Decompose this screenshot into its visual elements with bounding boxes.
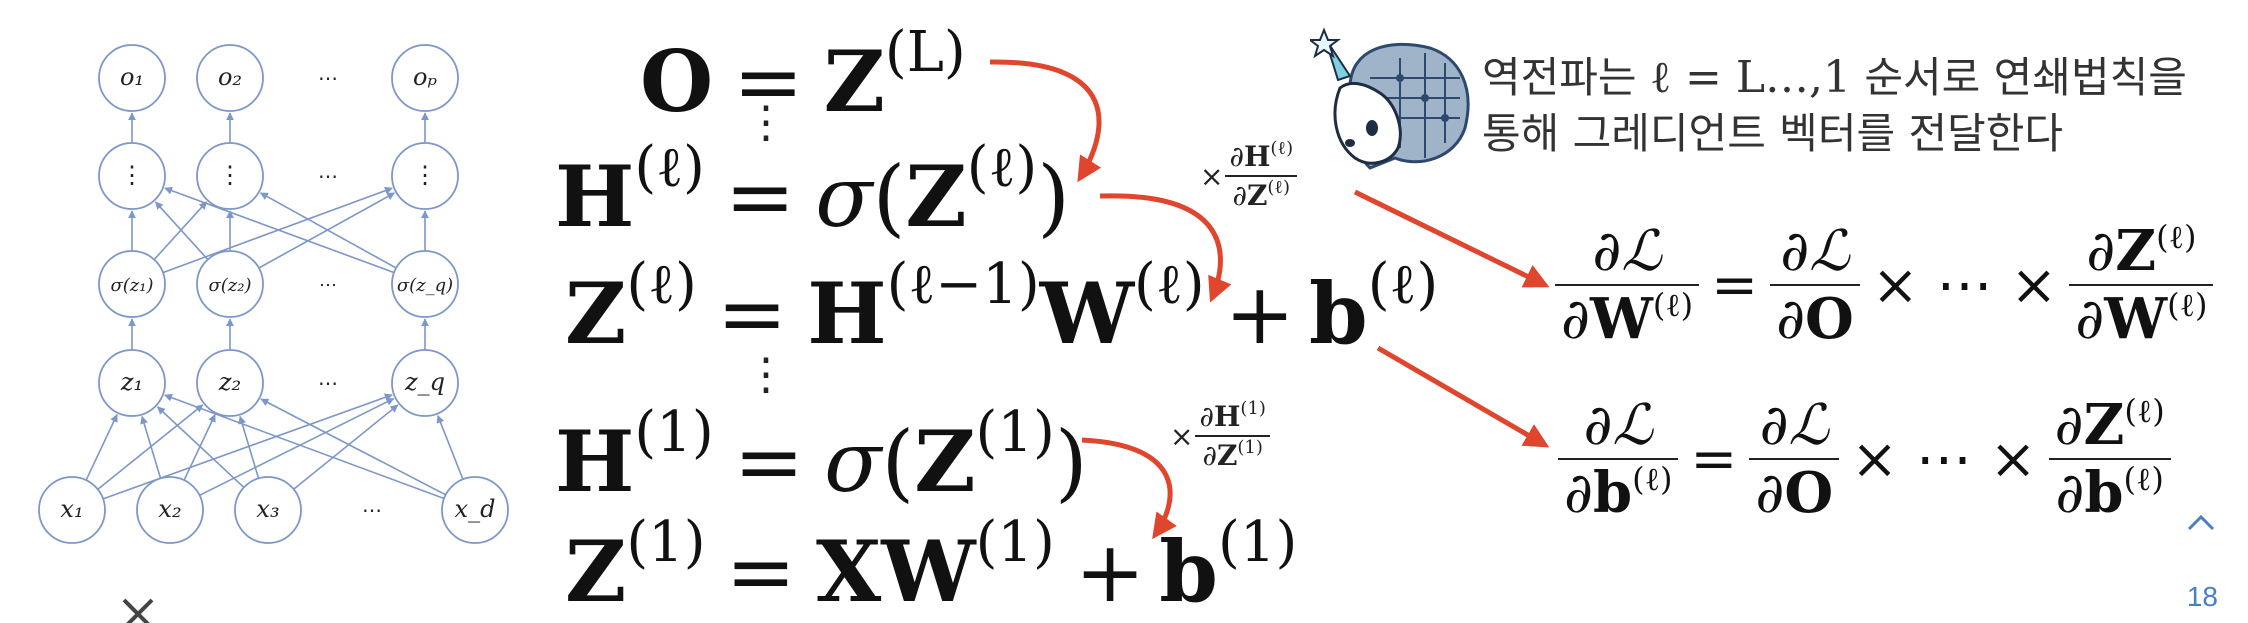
- factor-dh-dz-1: × ∂H(1) ∂Z(1): [1170, 400, 1270, 472]
- equation-preactivation: Z(ℓ) = H(ℓ−1)W(ℓ) + b(ℓ): [565, 252, 1439, 363]
- edge-input-preact: [140, 415, 162, 479]
- edge-input-preact: [183, 413, 216, 481]
- input-node-label: x_d: [455, 495, 496, 523]
- equation-first-hidden: H(1) = σ(Z(1)): [555, 400, 1088, 511]
- output-node-label: ⋯: [318, 66, 338, 90]
- hidden-node-label: ⋮: [120, 161, 144, 189]
- chevron-up-icon[interactable]: [2186, 512, 2216, 532]
- equation-output: O = Z(L): [640, 20, 966, 131]
- edge-activation-hidden: [153, 201, 208, 261]
- edge-activation-hidden: [164, 186, 395, 274]
- input-node-circle: [234, 476, 302, 544]
- output-node-circle: [196, 44, 264, 112]
- hidden-node-label: ⋮: [413, 161, 437, 189]
- edge-input-preact: [238, 415, 260, 479]
- preactivation-node-label: z₁: [120, 368, 143, 396]
- input-node-circle: [441, 476, 509, 544]
- eq-output-lhs: O: [640, 32, 714, 131]
- edge-input-preact: [436, 414, 464, 480]
- preactivation-node-label: z₂: [218, 368, 241, 396]
- activation-node-label: ⋯: [319, 275, 337, 296]
- activation-node-circle: [98, 250, 166, 318]
- edge-activation-hidden: [258, 192, 396, 269]
- activation-node-circle: [196, 250, 264, 318]
- preactivation-node-label: ⋯: [318, 371, 338, 395]
- edge-input-preact: [164, 393, 445, 500]
- page-number: 18: [2186, 581, 2218, 612]
- vdots-lower: ⋮: [744, 349, 788, 400]
- unicorn-mascot-icon: [1310, 27, 1470, 170]
- hidden-node-circle: [98, 142, 166, 210]
- input-node-circle: [136, 476, 204, 544]
- hidden-node-circle: [391, 142, 459, 210]
- input-node-label: x₁: [60, 495, 83, 523]
- output-node-label: o₁: [120, 63, 144, 91]
- preactivation-node-circle: [391, 349, 459, 417]
- output-node-label: oₚ: [413, 63, 437, 91]
- edge-input-preact: [97, 404, 204, 490]
- preactivation-node-circle: [98, 349, 166, 417]
- activation-node-label: σ(z_q): [397, 275, 453, 296]
- activation-node-circle: [391, 250, 459, 318]
- activation-node-label: σ(z₁): [110, 275, 153, 296]
- activation-node-label: σ(z₂): [208, 275, 251, 296]
- factor-dh-dz-l: × ∂H(ℓ) ∂Z(ℓ): [1200, 140, 1298, 212]
- hidden-node-circle: [196, 142, 264, 210]
- hidden-node-label: ⋯: [318, 164, 338, 188]
- edge-input-preact: [156, 406, 245, 489]
- vdots-upper: ⋮: [744, 97, 788, 148]
- gradient-weight-equation: ∂ℒ ∂W(ℓ) = ∂ℒ ∂O × ⋯ × ∂Z(ℓ) ∂W(ℓ): [1555, 218, 2214, 352]
- edge-activation-hidden: [154, 201, 209, 261]
- arrow-first-hidden-to-preact: [1081, 437, 1177, 540]
- close-icon[interactable]: [118, 596, 158, 623]
- input-node-circle: [38, 476, 106, 544]
- preactivation-node-circle: [196, 349, 264, 417]
- hidden-node-label: ⋮: [218, 161, 242, 189]
- equation-hidden-layer: H(ℓ) = σ(Z(ℓ)): [555, 135, 1071, 246]
- input-node-label: ⋯: [362, 498, 382, 522]
- edge-input-preact: [199, 397, 395, 497]
- equation-first-preactivation: Z(1) = XW(1) + b(1): [565, 510, 1298, 621]
- input-node-label: x₃: [256, 495, 279, 523]
- backprop-note: 역전파는 ℓ = L…,1 순서로 연쇄법칙을 통해 그레디언트 벡터를 전달한…: [1482, 52, 2187, 158]
- edge-activation-hidden: [259, 192, 397, 269]
- output-node-label: o₂: [218, 63, 242, 91]
- neural-network-diagram: o₁ o₂ ⋯ oₚ ⋮ ⋮ ⋯ ⋮ σ(z₁) σ(z₂) ⋯ σ(z_q) z₁ z₂ ⋯ z_q x₁ x₂…: [38, 44, 509, 544]
- edge-input-preact: [85, 413, 118, 481]
- arrow-to-bias-gradient: [1376, 345, 1550, 448]
- edge-input-preact: [293, 404, 399, 490]
- input-node-label: x₂: [158, 495, 181, 523]
- edge-input-preact: [260, 398, 447, 496]
- preactivation-node-label: z_q: [404, 368, 445, 396]
- output-node-circle: [391, 44, 459, 112]
- output-node-circle: [98, 44, 166, 112]
- gradient-bias-equation: ∂ℒ ∂b(ℓ) = ∂ℒ ∂O × ⋯ × ∂Z(ℓ) ∂b(ℓ): [1558, 392, 2171, 526]
- edge-input-preact: [102, 393, 393, 500]
